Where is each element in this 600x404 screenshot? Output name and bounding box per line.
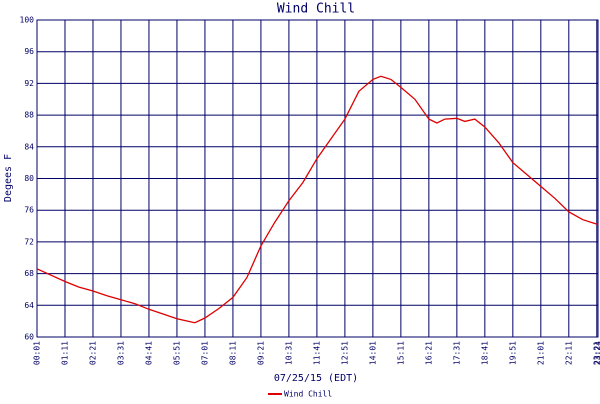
x-tick-label: 19:51 xyxy=(508,341,517,365)
y-tick-label: 60 xyxy=(24,333,34,342)
legend-label: Wind Chill xyxy=(284,390,332,399)
y-tick-label: 100 xyxy=(20,16,35,25)
y-tick-label: 80 xyxy=(24,174,34,183)
y-tick-label: 92 xyxy=(24,79,34,88)
x-tick-label: 04:41 xyxy=(144,341,153,365)
x-tick-label: 23:24 xyxy=(594,341,600,365)
chart-title: Wind Chill xyxy=(277,2,355,17)
x-tick-label: 00:01 xyxy=(33,341,42,365)
y-tick-label: 96 xyxy=(24,47,34,56)
y-tick-label: 68 xyxy=(24,269,34,278)
x-tick-label: 12:51 xyxy=(340,341,349,365)
x-tick-label: 14:01 xyxy=(368,341,377,365)
x-tick-label: 10:31 xyxy=(284,341,293,365)
y-tick-label: 64 xyxy=(24,301,34,310)
y-tick-label: 88 xyxy=(24,111,34,120)
x-tick-label: 05:51 xyxy=(172,341,181,365)
x-tick-label: 08:11 xyxy=(228,341,237,365)
x-tick-label: 22:11 xyxy=(564,341,573,365)
x-tick-label: 21:01 xyxy=(536,341,545,365)
x-tick-label: 03:31 xyxy=(116,341,125,365)
x-tick-label: 01:11 xyxy=(60,341,69,365)
x-tick-label: 02:21 xyxy=(88,341,97,365)
x-tick-label: 07:01 xyxy=(200,341,209,365)
y-tick-label: 76 xyxy=(24,206,34,215)
y-tick-label: 72 xyxy=(24,237,34,246)
y-axis-label: Degees F xyxy=(3,154,14,202)
x-tick-label: 18:41 xyxy=(480,341,489,365)
x-tick-label: 11:41 xyxy=(312,341,321,365)
x-tick-label: 09:21 xyxy=(256,341,265,365)
x-tick-label: 17:31 xyxy=(452,341,461,365)
x-axis-label: 07/25/15 (EDT) xyxy=(274,373,358,384)
x-tick-label: 15:11 xyxy=(396,341,405,365)
x-tick-label: 16:21 xyxy=(424,341,433,365)
y-tick-label: 84 xyxy=(24,142,34,151)
